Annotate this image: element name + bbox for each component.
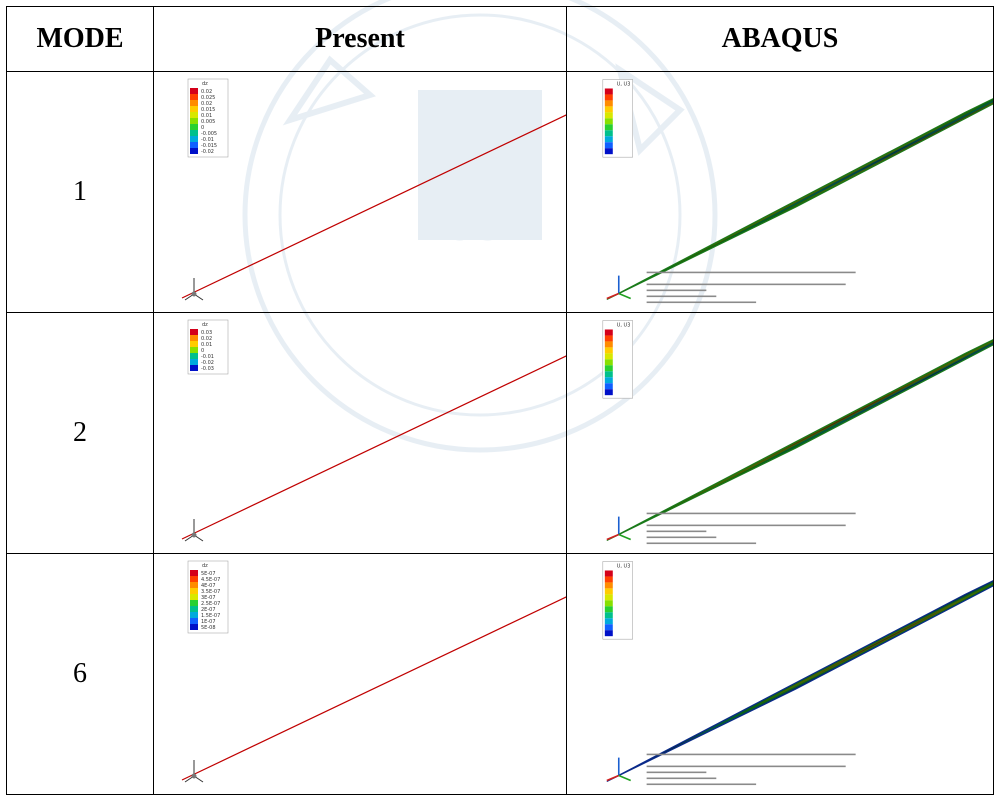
axis-triad-icon [606, 757, 632, 782]
table-row: 2 dz 0.03 0.02 0.01 0 -0.01 -0.02 -0.03 U, U3 [6, 312, 994, 554]
header-mode: MODE [6, 6, 154, 72]
svg-text:0: 0 [201, 125, 204, 131]
svg-text:0.025: 0.025 [201, 95, 215, 101]
mode-comparison-table: MODE Present ABAQUS 1 dz 0.02 0.025 0.02 0.0… [6, 6, 994, 795]
color-legend: U, U3 [602, 320, 633, 399]
svg-text:5E-08: 5E-08 [201, 625, 216, 631]
present-plot: dz 0.03 0.02 0.01 0 -0.01 -0.02 -0.03 [153, 312, 567, 554]
svg-text:-0.02: -0.02 [201, 360, 214, 366]
mode-number: 1 [6, 71, 154, 313]
color-legend: dz0.020.0250.020.0150.010.0050-0.005-0.0… [187, 78, 229, 158]
svg-text:5E-07: 5E-07 [201, 571, 216, 577]
mode-number: 6 [6, 553, 154, 795]
axis-triad-icon [184, 278, 204, 301]
abaqus-mode-plot: U, U3 [602, 554, 993, 786]
abaqus-info-block [646, 512, 856, 545]
svg-text:U, U3: U, U3 [617, 323, 631, 329]
svg-text:2E-07: 2E-07 [201, 607, 216, 613]
svg-text:1E-07: 1E-07 [201, 619, 216, 625]
svg-text:0.02: 0.02 [201, 336, 212, 342]
present-mode-plot: dz 0.030.020.010-0.01-0.02-0.03 [181, 313, 566, 542]
color-legend: U, U3 [602, 561, 633, 640]
axis-triad-icon [606, 275, 632, 300]
svg-text:-0.02: -0.02 [201, 149, 214, 155]
color-legend: dz 0.030.020.010-0.01-0.02-0.03 [187, 319, 229, 375]
svg-text:dz: dz [202, 81, 208, 87]
abaqus-info-block [646, 271, 856, 304]
svg-text:0.005: 0.005 [201, 119, 215, 125]
svg-text:-0.03: -0.03 [201, 366, 214, 372]
mode-number: 2 [6, 312, 154, 554]
abaqus-plot: U, U3 [566, 312, 994, 554]
svg-text:-0.005: -0.005 [201, 131, 217, 137]
svg-text:0.03: 0.03 [201, 330, 212, 336]
svg-text:U, U3: U, U3 [617, 82, 631, 88]
present-plot: dz 5E-07 4.5E-07 4E-07 3.5E-07 3E-07 2.5E-07 2E… [153, 553, 567, 795]
axis-triad-icon [606, 516, 632, 541]
svg-text:0.02: 0.02 [201, 89, 212, 95]
color-legend: U, U3 [602, 79, 633, 158]
abaqus-mode-plot: U, U3 [602, 313, 993, 545]
svg-text:0.01: 0.01 [201, 342, 212, 348]
svg-text:dz: dz [202, 563, 208, 569]
present-plot: dz 0.02 0.025 0.02 0.015 0.01 0.005 0 -0.005 -0.0… [153, 71, 567, 313]
svg-text:-0.015: -0.015 [201, 143, 217, 149]
svg-text:0.01: 0.01 [201, 113, 212, 119]
svg-text:0.02: 0.02 [201, 101, 212, 107]
svg-text:0.015: 0.015 [201, 107, 215, 113]
header-present: Present [153, 6, 567, 72]
axis-triad-icon [184, 760, 204, 783]
svg-text:0: 0 [201, 348, 204, 354]
present-mode-plot: dz 5E-074.5E-074E-073.5E-073E-072.5E-072E… [181, 554, 566, 783]
svg-text:-0.01: -0.01 [201, 354, 214, 360]
svg-text:3E-07: 3E-07 [201, 595, 216, 601]
axis-triad-icon [184, 519, 204, 542]
svg-text:4E-07: 4E-07 [201, 583, 216, 589]
svg-text:U, U3: U, U3 [617, 564, 631, 570]
table-row: 6 dz 5E-07 4.5E-07 4E-07 3.5E-07 3E-07 2.5E-07… [6, 553, 994, 795]
abaqus-info-block [646, 753, 856, 786]
abaqus-plot: U, U3 [566, 71, 994, 313]
header-abaqus: ABAQUS [566, 6, 994, 72]
abaqus-plot: U, U3 [566, 553, 994, 795]
svg-text:3.5E-07: 3.5E-07 [201, 589, 220, 595]
header-row: MODE Present ABAQUS [6, 6, 994, 72]
svg-text:dz: dz [202, 322, 208, 328]
svg-text:-0.01: -0.01 [201, 137, 214, 143]
color-legend: dz 5E-074.5E-074E-073.5E-073E-072.5E-072E… [187, 560, 229, 634]
abaqus-mode-plot: U, U3 [602, 72, 993, 304]
present-mode-plot: dz0.020.0250.020.0150.010.0050-0.005-0.0… [181, 72, 566, 301]
table-row: 1 dz 0.02 0.025 0.02 0.015 0.01 0.005 0 -0.005 -0… [6, 71, 994, 313]
svg-text:1.5E-07: 1.5E-07 [201, 613, 220, 619]
svg-text:2.5E-07: 2.5E-07 [201, 601, 220, 607]
svg-text:4.5E-07: 4.5E-07 [201, 577, 220, 583]
